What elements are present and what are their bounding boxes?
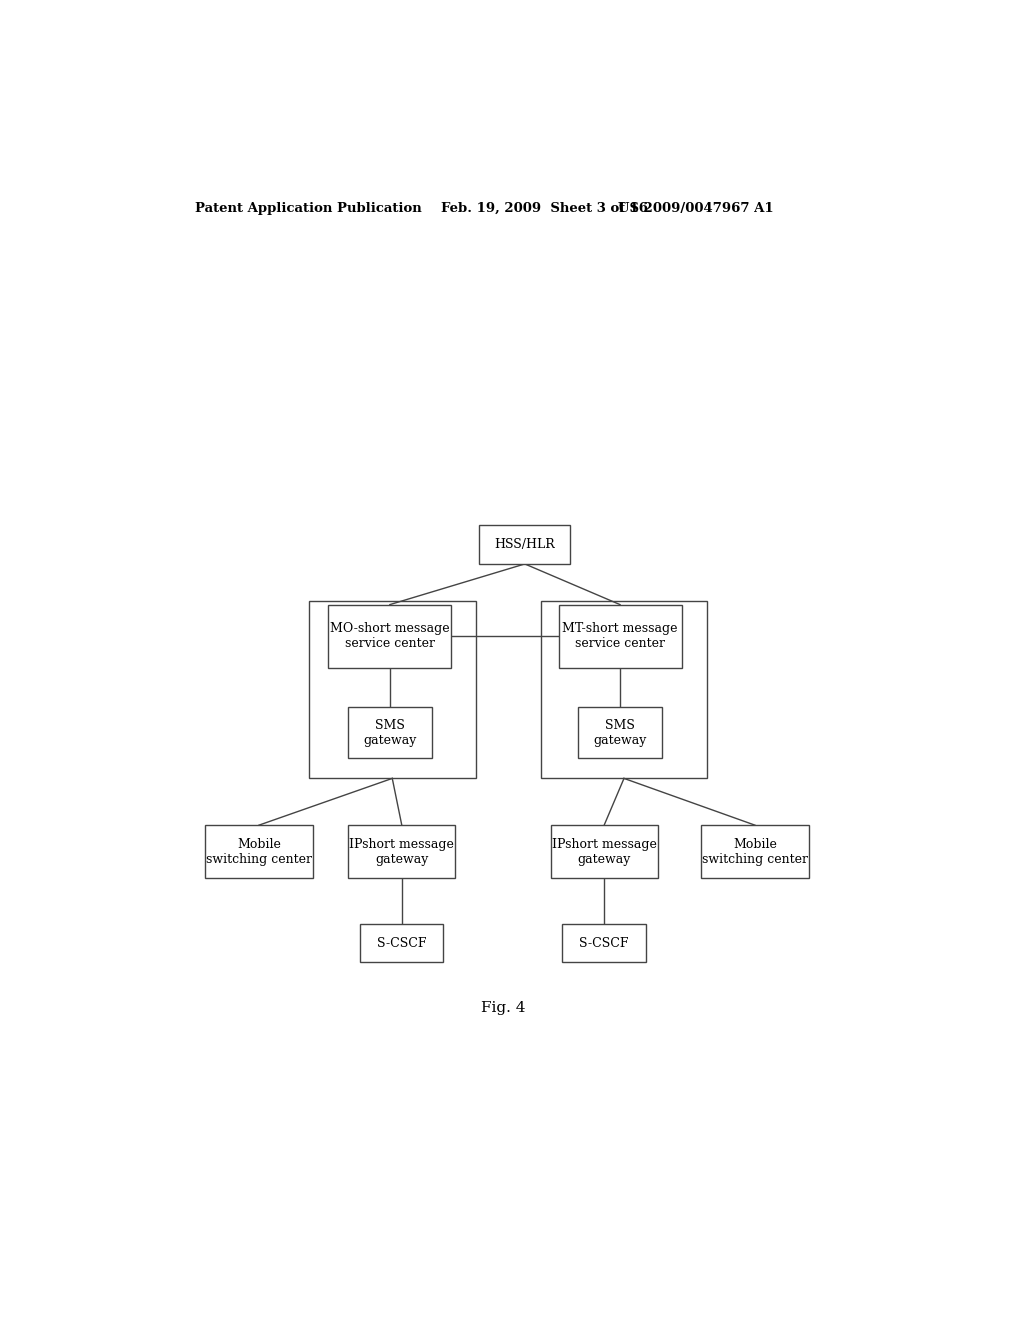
Bar	[558, 605, 682, 668]
Bar	[348, 708, 431, 758]
Text: S-CSCF: S-CSCF	[580, 937, 629, 949]
Bar	[579, 708, 662, 758]
Text: MO-short message
service center: MO-short message service center	[330, 622, 450, 651]
Text: S-CSCF: S-CSCF	[377, 937, 427, 949]
Bar	[551, 825, 657, 878]
Bar	[479, 525, 570, 564]
Text: IPshort message
gateway: IPshort message gateway	[552, 838, 656, 866]
Text: SMS
gateway: SMS gateway	[593, 718, 647, 747]
Text: IPshort message
gateway: IPshort message gateway	[349, 838, 455, 866]
Bar	[206, 825, 312, 878]
Bar	[541, 601, 708, 779]
Bar	[360, 924, 443, 962]
Bar	[309, 601, 475, 779]
Text: MT-short message
service center: MT-short message service center	[562, 622, 678, 651]
Bar	[562, 924, 646, 962]
Bar	[348, 825, 456, 878]
Text: Patent Application Publication: Patent Application Publication	[196, 202, 422, 215]
Text: Feb. 19, 2009  Sheet 3 of 16: Feb. 19, 2009 Sheet 3 of 16	[441, 202, 648, 215]
Text: Mobile
switching center: Mobile switching center	[701, 838, 808, 866]
Bar	[329, 605, 452, 668]
Bar	[701, 825, 809, 878]
Text: SMS
gateway: SMS gateway	[364, 718, 417, 747]
Text: Mobile
switching center: Mobile switching center	[206, 838, 312, 866]
Text: HSS/HLR: HSS/HLR	[495, 539, 555, 552]
Text: US 2009/0047967 A1: US 2009/0047967 A1	[618, 202, 774, 215]
Text: Fig. 4: Fig. 4	[480, 1001, 525, 1015]
